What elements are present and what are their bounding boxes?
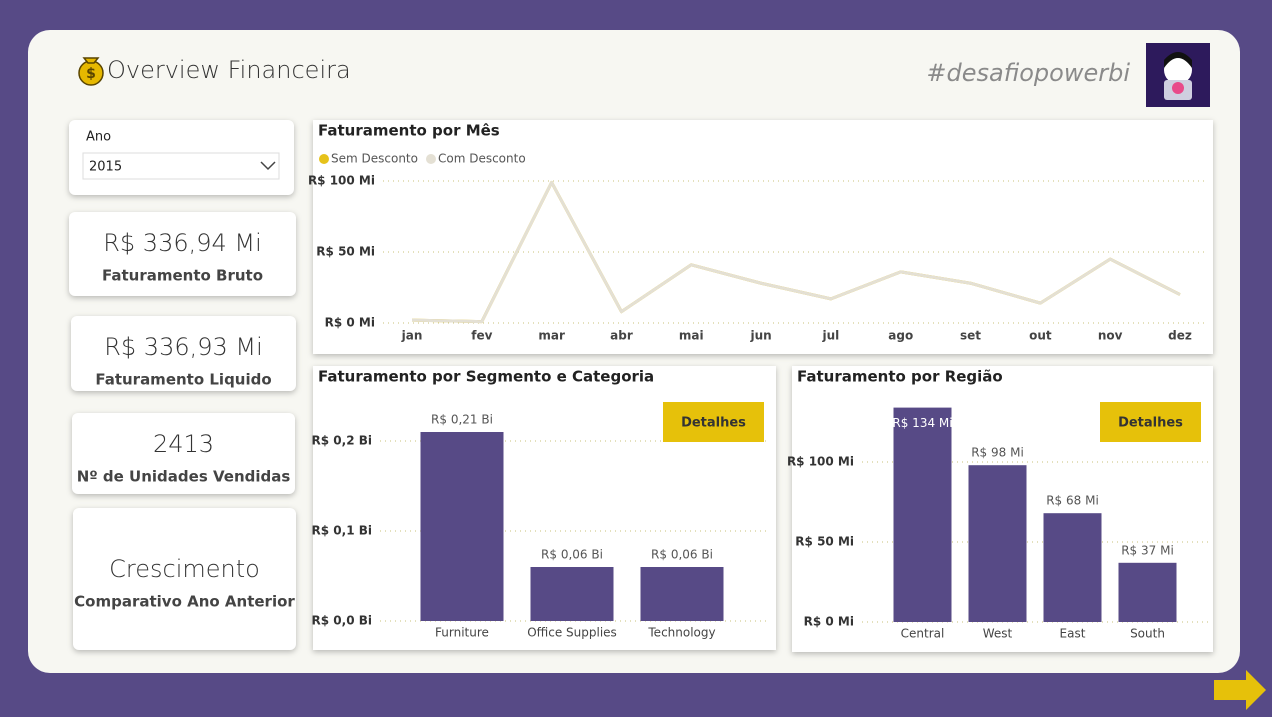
card-value: R$ 336,94 Mi	[103, 229, 262, 257]
card-label: Faturamento Liquido	[95, 371, 271, 389]
x-tick-label: set	[960, 329, 981, 343]
chart-panel	[313, 120, 1213, 354]
charts: Faturamento por Mês R$ 0 Mi R$ 50 Mi R$ 100…	[308, 120, 1213, 652]
x-tick-label: Central	[901, 627, 945, 641]
x-tick-label: Furniture	[435, 626, 489, 640]
x-tick-label: mai	[679, 329, 704, 343]
legend-label: Com Desconto	[438, 152, 526, 166]
x-tick-label: fev	[471, 329, 492, 343]
bar	[420, 432, 504, 621]
x-tick-label: West	[983, 627, 1013, 641]
card	[71, 316, 296, 391]
chart: Faturamento por Região R$ 0 Mi R$ 50 Mi R$ …	[787, 366, 1213, 652]
report-title: Overview Financeira	[107, 56, 351, 84]
data-label: R$ 0,06 Bi	[541, 548, 603, 562]
hashtag: #desafiopowerbi	[926, 59, 1130, 87]
card-value: Crescimento	[109, 555, 260, 583]
details-button[interactable]	[1100, 402, 1201, 442]
legend-marker	[319, 154, 329, 164]
svg-text:$: $	[86, 66, 96, 82]
data-label: R$ 0,21 Bi	[431, 413, 493, 427]
bar	[968, 465, 1027, 622]
x-tick-label: Technology	[647, 626, 715, 640]
y-tick-label: R$ 50 Mi	[316, 245, 375, 259]
card	[72, 413, 295, 494]
data-label: R$ 98 Mi	[971, 446, 1024, 460]
data-label: R$ 68 Mi	[1046, 494, 1099, 508]
card-label: Comparativo Ano Anterior	[74, 593, 295, 611]
y-tick-label: R$ 0,2 Bi	[312, 434, 372, 448]
card-label: Faturamento Bruto	[102, 267, 263, 285]
y-tick-label: R$ 50 Mi	[795, 535, 854, 549]
bar	[640, 567, 724, 621]
slicer-dropdown[interactable]	[82, 152, 280, 180]
avatar	[1146, 43, 1210, 107]
x-tick-label: South	[1130, 627, 1165, 641]
x-tick-label: jun	[749, 329, 771, 343]
card-label: Nº de Unidades Vendidas	[77, 468, 291, 486]
x-tick-label: ago	[888, 329, 913, 343]
bar	[893, 407, 952, 622]
x-tick-label: mar	[538, 329, 565, 343]
x-tick-label: jul	[822, 329, 840, 343]
details-button[interactable]	[663, 402, 764, 442]
dropdown-chevron[interactable]	[260, 161, 276, 171]
line-series	[411, 180, 1181, 324]
legend-marker	[425, 154, 436, 164]
y-tick-label: R$ 0 Mi	[804, 615, 854, 629]
chart-title: Faturamento por Mês	[318, 122, 500, 140]
details-button-label[interactable]: Detalhes	[681, 416, 746, 431]
chart-title: Faturamento por Segmento e Categoria	[318, 368, 654, 386]
bar	[530, 567, 614, 621]
card-value: R$ 336,93 Mi	[104, 333, 263, 361]
card	[69, 212, 296, 296]
bar	[1118, 562, 1177, 622]
slicer-label: Ano	[86, 130, 111, 145]
data-label: R$ 134 Mi	[892, 416, 952, 430]
chart-title: Faturamento por Região	[797, 368, 1003, 386]
data-label: R$ 0,06 Bi	[651, 548, 713, 562]
next-arrow[interactable]	[1214, 670, 1266, 710]
legend-label: Sem Desconto	[331, 152, 418, 166]
x-tick-label: out	[1029, 329, 1052, 343]
card-value: 2413	[153, 430, 214, 458]
bar	[1043, 513, 1102, 622]
cards: R$ 336,94 Mi Faturamento Bruto R$ 336,93 M…	[69, 212, 296, 650]
x-tick-label: abr	[610, 329, 633, 343]
y-tick-label: R$ 0,0 Bi	[312, 614, 372, 628]
y-tick-label: R$ 0 Mi	[325, 316, 375, 330]
y-tick-label: R$ 100 Mi	[308, 174, 375, 188]
card	[73, 508, 296, 650]
x-tick-label: dez	[1168, 329, 1192, 343]
x-tick-label: East	[1060, 627, 1086, 641]
chart: Faturamento por Mês R$ 0 Mi R$ 50 Mi R$ 100…	[308, 120, 1213, 354]
x-tick-label: nov	[1098, 329, 1123, 343]
slicer-value[interactable]: 2015	[89, 160, 122, 175]
x-tick-label: jan	[401, 329, 423, 343]
y-tick-label: R$ 0,1 Bi	[312, 524, 372, 538]
x-tick-label: Office Supplies	[527, 626, 617, 640]
money-icon: $	[78, 57, 104, 86]
chart: Faturamento por Segmento e Categoria R$ 0…	[312, 366, 776, 650]
details-button-label[interactable]: Detalhes	[1118, 416, 1183, 431]
data-label: R$ 37 Mi	[1121, 543, 1174, 557]
y-tick-label: R$ 100 Mi	[787, 455, 854, 469]
